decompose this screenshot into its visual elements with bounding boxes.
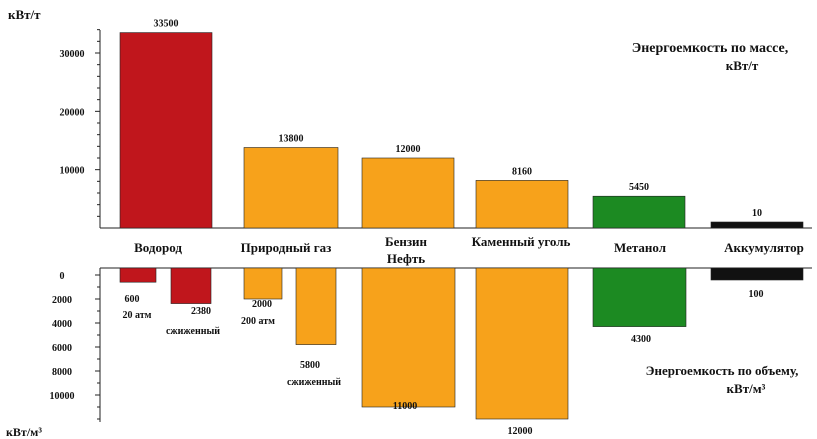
bottom-y-tick-label: 0 <box>60 271 65 282</box>
chart-marks: 1000020000300003350013800120008160545010… <box>50 19 804 437</box>
category-label-neft: Нефть <box>387 251 425 266</box>
mass-title-line2: кВт/т <box>726 58 759 73</box>
mass-value-label: 10 <box>752 208 762 219</box>
category-label-benzin: Бензин <box>385 234 428 249</box>
volume-title-line1: Энергоемкость по объему, <box>646 363 799 378</box>
mass-value-label: 33500 <box>154 19 179 30</box>
mass-value-label: 8160 <box>512 166 532 177</box>
volume-value-label: 2000 <box>252 299 272 310</box>
volume-title-line2: кВт/м³ <box>727 381 766 396</box>
category-label-coal: Каменный уголь <box>472 234 571 249</box>
volume-value-label: 12000 <box>508 426 533 437</box>
mass-bar <box>243 147 339 229</box>
volume-note-label: сжиженный <box>166 326 220 337</box>
mass-bar <box>710 221 804 229</box>
volume-value-label: 100 <box>749 289 764 300</box>
category-label-gas: Природный газ <box>241 240 332 255</box>
volume-bar <box>592 267 687 327</box>
volume-bar <box>361 267 456 408</box>
mass-bar <box>361 157 455 229</box>
top-y-tick-label: 20000 <box>60 107 85 118</box>
volume-bar <box>170 267 212 304</box>
volume-value-label: 600 <box>125 294 140 305</box>
mass-bar <box>119 32 213 229</box>
category-label-battery: Аккумулятор <box>724 240 804 255</box>
top-y-tick-label: 10000 <box>60 166 85 177</box>
volume-value-label: 4300 <box>631 334 651 345</box>
mass-value-label: 13800 <box>279 134 304 145</box>
category-label-vodorod: Водород <box>134 240 182 255</box>
bottom-y-tick-label: 6000 <box>52 343 72 354</box>
bottom-y-tick-label: 8000 <box>52 367 72 378</box>
volume-bar <box>475 267 569 420</box>
volume-value-label: 5800 <box>300 360 320 371</box>
volume-bar <box>243 267 283 300</box>
volume-bar <box>710 267 804 281</box>
volume-bar <box>295 267 337 345</box>
category-label-methanol: Метанол <box>614 240 666 255</box>
bottom-y-tick-label: 4000 <box>52 319 72 330</box>
volume-note-label: 20 атм <box>123 310 152 321</box>
volume-note-label: сжиженный <box>287 377 341 388</box>
volume-note-label: 200 атм <box>241 316 275 327</box>
mass-bar <box>592 195 686 229</box>
mass-value-label: 5450 <box>629 182 649 193</box>
bottom-y-tick-label: 2000 <box>52 295 72 306</box>
mass-bar <box>475 180 569 229</box>
volume-bar <box>119 267 157 283</box>
volume-value-label: 11000 <box>393 401 417 412</box>
top-y-unit-label: кВт/т <box>8 7 41 22</box>
mass-title-line1: Энергоемкость по массе, <box>632 41 789 56</box>
volume-value-label: 2380 <box>191 306 211 317</box>
bottom-y-unit-label: кВт/м³ <box>6 425 42 439</box>
mass-value-label: 12000 <box>396 144 421 155</box>
top-y-tick-label: 30000 <box>60 49 85 60</box>
bottom-y-tick-label: 10000 <box>50 391 75 402</box>
